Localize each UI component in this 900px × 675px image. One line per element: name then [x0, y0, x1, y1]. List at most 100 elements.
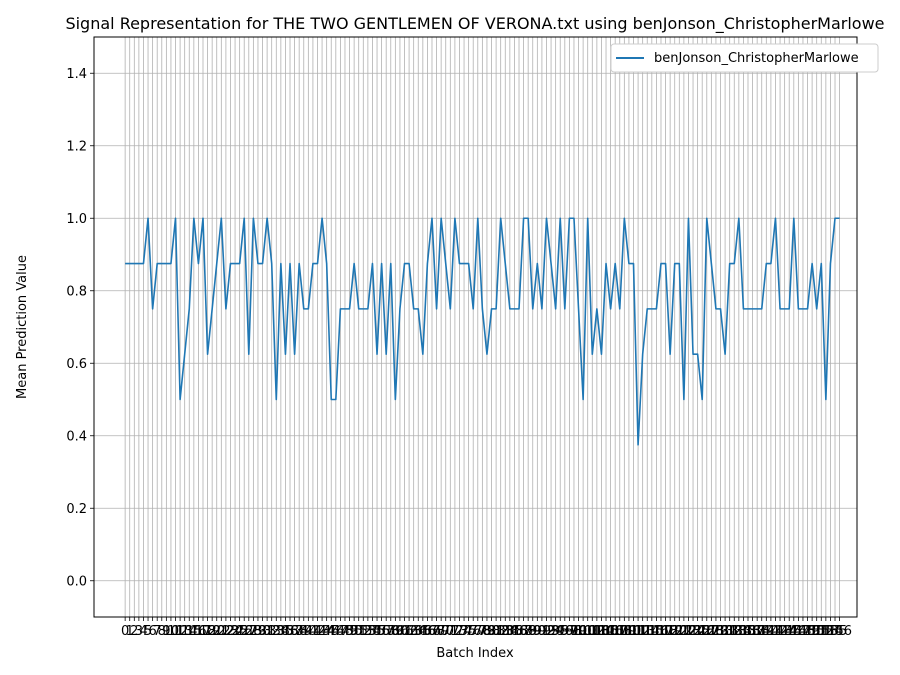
x-tick-label: 71 [442, 624, 459, 639]
x-tick-label: 21 [213, 624, 230, 639]
x-tick-label: 84 [502, 624, 519, 639]
x-tick-label: 68 [428, 624, 445, 639]
x-tick-label: 51 [350, 624, 367, 639]
x-tick-label: 80 [483, 624, 500, 639]
x-tick-label: 26 [236, 624, 253, 639]
x-tick-label: 123 [676, 624, 701, 639]
x-tick-label: 131 [713, 624, 738, 639]
x-tick-label: 110 [617, 624, 642, 639]
x-tick-label: 27 [241, 624, 258, 639]
legend-label: benJonson_ChristopherMarlowe [654, 51, 859, 66]
x-tick-label: 127 [694, 624, 719, 639]
x-tick-label: 61 [396, 624, 413, 639]
x-tick-label: 67 [424, 624, 441, 639]
x-tick-label: 150 [800, 624, 825, 639]
legend: benJonson_ChristopherMarlowe [610, 43, 879, 73]
x-tick-label: 99 [570, 624, 587, 639]
x-tick-label: 37 [286, 624, 303, 639]
x-tick-label: 54 [364, 624, 381, 639]
x-tick-label: 44 [318, 624, 335, 639]
x-tick-label: 134 [726, 624, 751, 639]
x-tick-label: 149 [795, 624, 820, 639]
x-tick-label: 62 [401, 624, 418, 639]
x-tick-label: 22 [218, 624, 235, 639]
x-tick-label: 16 [190, 624, 207, 639]
x-tick-label: 78 [474, 624, 491, 639]
x-tick-label: 154 [818, 624, 843, 639]
x-tick-label: 146 [781, 624, 806, 639]
x-tick-label: 120 [662, 624, 687, 639]
x-tick-label: 47 [332, 624, 349, 639]
x-tick-label: 76 [465, 624, 482, 639]
x-tick-label: 91 [534, 624, 551, 639]
x-tick-label: 85 [506, 624, 523, 639]
grid [94, 37, 857, 617]
x-tick-label: 53 [360, 624, 377, 639]
y-tick-label: 0.6 [66, 357, 87, 372]
x-tick-label: 36 [282, 624, 299, 639]
x-tick-label: 135 [731, 624, 756, 639]
x-tick-label: 141 [758, 624, 783, 639]
x-tick-label: 12 [172, 624, 189, 639]
x-tick-label: 89 [524, 624, 541, 639]
x-tick-label: 29 [250, 624, 267, 639]
x-tick-label: 116 [644, 624, 669, 639]
x-tick-label: 94 [547, 624, 564, 639]
x-tick-label: 87 [515, 624, 532, 639]
x-tick-label: 109 [612, 624, 637, 639]
x-tick-label: 114 [635, 624, 660, 639]
x-tick-label: 39 [295, 624, 312, 639]
x-tick-label: 142 [763, 624, 788, 639]
x-tick-label: 153 [813, 624, 838, 639]
chart-title: Signal Representation for THE TWO GENTLE… [65, 14, 884, 34]
x-tick-label: 130 [708, 624, 733, 639]
x-tick-label: 23 [222, 624, 239, 639]
y-axis-label: Mean Prediction Value [15, 255, 30, 399]
x-tick-label: 55 [369, 624, 386, 639]
x-tick-label: 19 [204, 624, 221, 639]
x-tick-label: 5 [144, 624, 152, 639]
x-tick-label: 151 [804, 624, 829, 639]
y-tick-label: 1.4 [66, 67, 87, 82]
x-tick-label: 129 [704, 624, 729, 639]
x-tick-label: 75 [460, 624, 477, 639]
x-tick-label: 121 [667, 624, 692, 639]
x-tick-label: 122 [671, 624, 696, 639]
x-tick-label: 88 [520, 624, 537, 639]
x-tick-label: 111 [621, 624, 646, 639]
x-tick-label: 117 [649, 624, 674, 639]
x-tick-label: 126 [690, 624, 715, 639]
x-tick-label: 138 [745, 624, 770, 639]
x-tick-label: 63 [405, 624, 422, 639]
x-tick-label: 0 [121, 624, 129, 639]
legend-box [610, 43, 879, 73]
x-tick-label: 66 [419, 624, 436, 639]
x-tick-label: 34 [273, 624, 290, 639]
x-tick-label: 125 [685, 624, 710, 639]
x-tick-label: 4 [139, 624, 147, 639]
x-tick-label: 73 [451, 624, 468, 639]
x-tick-label: 25 [231, 624, 248, 639]
x-tick-label: 45 [323, 624, 340, 639]
x-tick-label: 28 [245, 624, 262, 639]
x-tick-label: 83 [497, 624, 514, 639]
x-tick-label: 93 [543, 624, 560, 639]
x-tick-label: 95 [552, 624, 569, 639]
x-tick-label: 119 [658, 624, 683, 639]
y-tick-label: 0.0 [66, 574, 87, 589]
y-tick-label: 0.4 [66, 429, 87, 444]
x-tick-label: 118 [653, 624, 678, 639]
x-tick-label: 48 [337, 624, 354, 639]
x-tick-label: 40 [300, 624, 317, 639]
series-layer [125, 217, 840, 446]
x-tick-label: 140 [754, 624, 779, 639]
x-tick-label: 18 [199, 624, 216, 639]
x-tick-label: 42 [309, 624, 326, 639]
x-tick-label: 74 [456, 624, 473, 639]
x-tick-label: 112 [626, 624, 651, 639]
x-tick-label: 92 [538, 624, 555, 639]
x-tick-label: 144 [772, 624, 797, 639]
x-tick-label: 20 [208, 624, 225, 639]
x-tick-label: 113 [630, 624, 655, 639]
